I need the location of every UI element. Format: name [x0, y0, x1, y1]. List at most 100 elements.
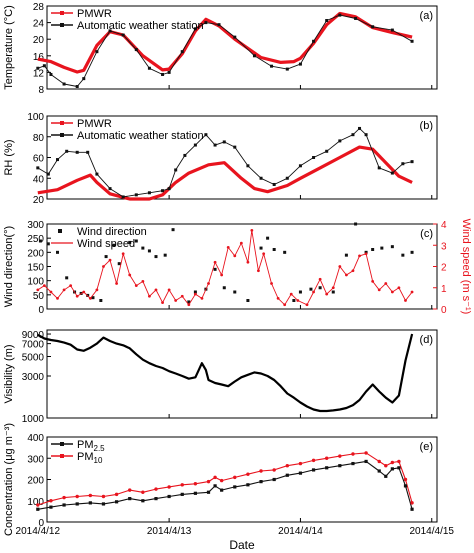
series-automatic-weather-station [36, 13, 414, 89]
data-point [324, 456, 329, 460]
data-point [338, 139, 342, 143]
data-point [262, 252, 266, 256]
data-point [222, 140, 226, 144]
data-point [239, 241, 243, 245]
data-point [305, 303, 309, 307]
data-point [108, 29, 112, 33]
legend-label: Wind direction [77, 226, 147, 238]
y-tick-label: 1000 [22, 414, 45, 425]
data-point [141, 499, 145, 503]
data-point [272, 248, 276, 251]
data-point [292, 299, 296, 302]
data-point [377, 288, 381, 292]
y-tick-label: 0 [38, 305, 44, 316]
data-point [325, 292, 329, 296]
data-point [213, 260, 217, 264]
data-point [338, 464, 342, 468]
data-point [213, 143, 217, 147]
data-point [121, 33, 125, 37]
panel-tag: (e) [420, 441, 433, 453]
data-point [272, 182, 276, 186]
data-point [75, 294, 79, 298]
data-point [259, 480, 263, 484]
y-tick-label: 400 [27, 433, 44, 444]
data-point [233, 485, 237, 489]
data-point [351, 452, 355, 456]
y-tick-label: 12 [33, 68, 45, 79]
data-point [46, 172, 50, 176]
y-tick-label: 8 [38, 85, 44, 96]
data-point [371, 25, 375, 29]
legend-label: Wind speed [77, 238, 135, 250]
data-point [193, 290, 197, 294]
data-point [49, 290, 53, 294]
data-point [338, 265, 342, 268]
data-point [128, 240, 132, 244]
data-point [298, 164, 302, 168]
data-point [49, 499, 53, 503]
data-point [364, 250, 368, 254]
data-point [147, 249, 151, 253]
data-point [371, 279, 375, 283]
y-tick-label: 20 [33, 195, 45, 206]
data-point [272, 477, 276, 482]
y-tick-label: 300 [27, 454, 44, 465]
data-point [331, 286, 335, 290]
y-axis-label: Visibility (m) [3, 344, 15, 403]
y-tick-label: 5000 [22, 352, 45, 363]
data-point [325, 466, 329, 470]
data-point [88, 296, 92, 300]
data-point [141, 246, 145, 250]
data-point [134, 239, 138, 243]
data-point [219, 478, 224, 483]
data-point [204, 133, 208, 137]
data-point [312, 39, 316, 43]
data-point [246, 483, 250, 487]
series-visibility [37, 333, 414, 413]
y-tick-label: 50 [33, 291, 45, 302]
data-point [384, 463, 388, 468]
y-tick-label: 16 [33, 52, 45, 63]
data-point [390, 171, 394, 175]
y-axis-label: Wind direction(°) [3, 226, 15, 307]
data-point [187, 303, 191, 307]
legend-marker [60, 11, 64, 15]
data-point [49, 505, 53, 509]
data-point [108, 258, 112, 262]
legend-marker [60, 454, 64, 458]
data-point [283, 250, 287, 254]
x-axis-label: Date [229, 538, 255, 552]
data-point [36, 166, 40, 170]
data-point [180, 492, 184, 496]
axes: 8 12 16 20 24 28 [33, 2, 433, 96]
data-point [397, 459, 401, 464]
data-point [377, 459, 381, 464]
data-point [390, 28, 394, 32]
data-point [325, 19, 329, 23]
data-point [206, 479, 211, 484]
data-point [167, 70, 171, 74]
data-point [121, 195, 125, 199]
x-tick-label: 2014/4/12 [16, 526, 61, 537]
data-point [384, 282, 388, 285]
y-tick-label: 250 [27, 234, 44, 245]
data-point [338, 454, 342, 458]
data-point [377, 469, 381, 473]
data-point [180, 483, 184, 487]
data-point [148, 294, 151, 298]
data-point [154, 487, 158, 491]
data-point [56, 158, 60, 162]
data-point [252, 54, 256, 58]
data-point [364, 133, 368, 137]
series-line [37, 460, 413, 510]
y-tick-label-right: 1 [441, 284, 447, 295]
data-point [161, 72, 165, 76]
data-point [154, 255, 158, 259]
data-point [108, 187, 112, 191]
legend-marker [60, 442, 64, 446]
data-point [128, 488, 132, 492]
